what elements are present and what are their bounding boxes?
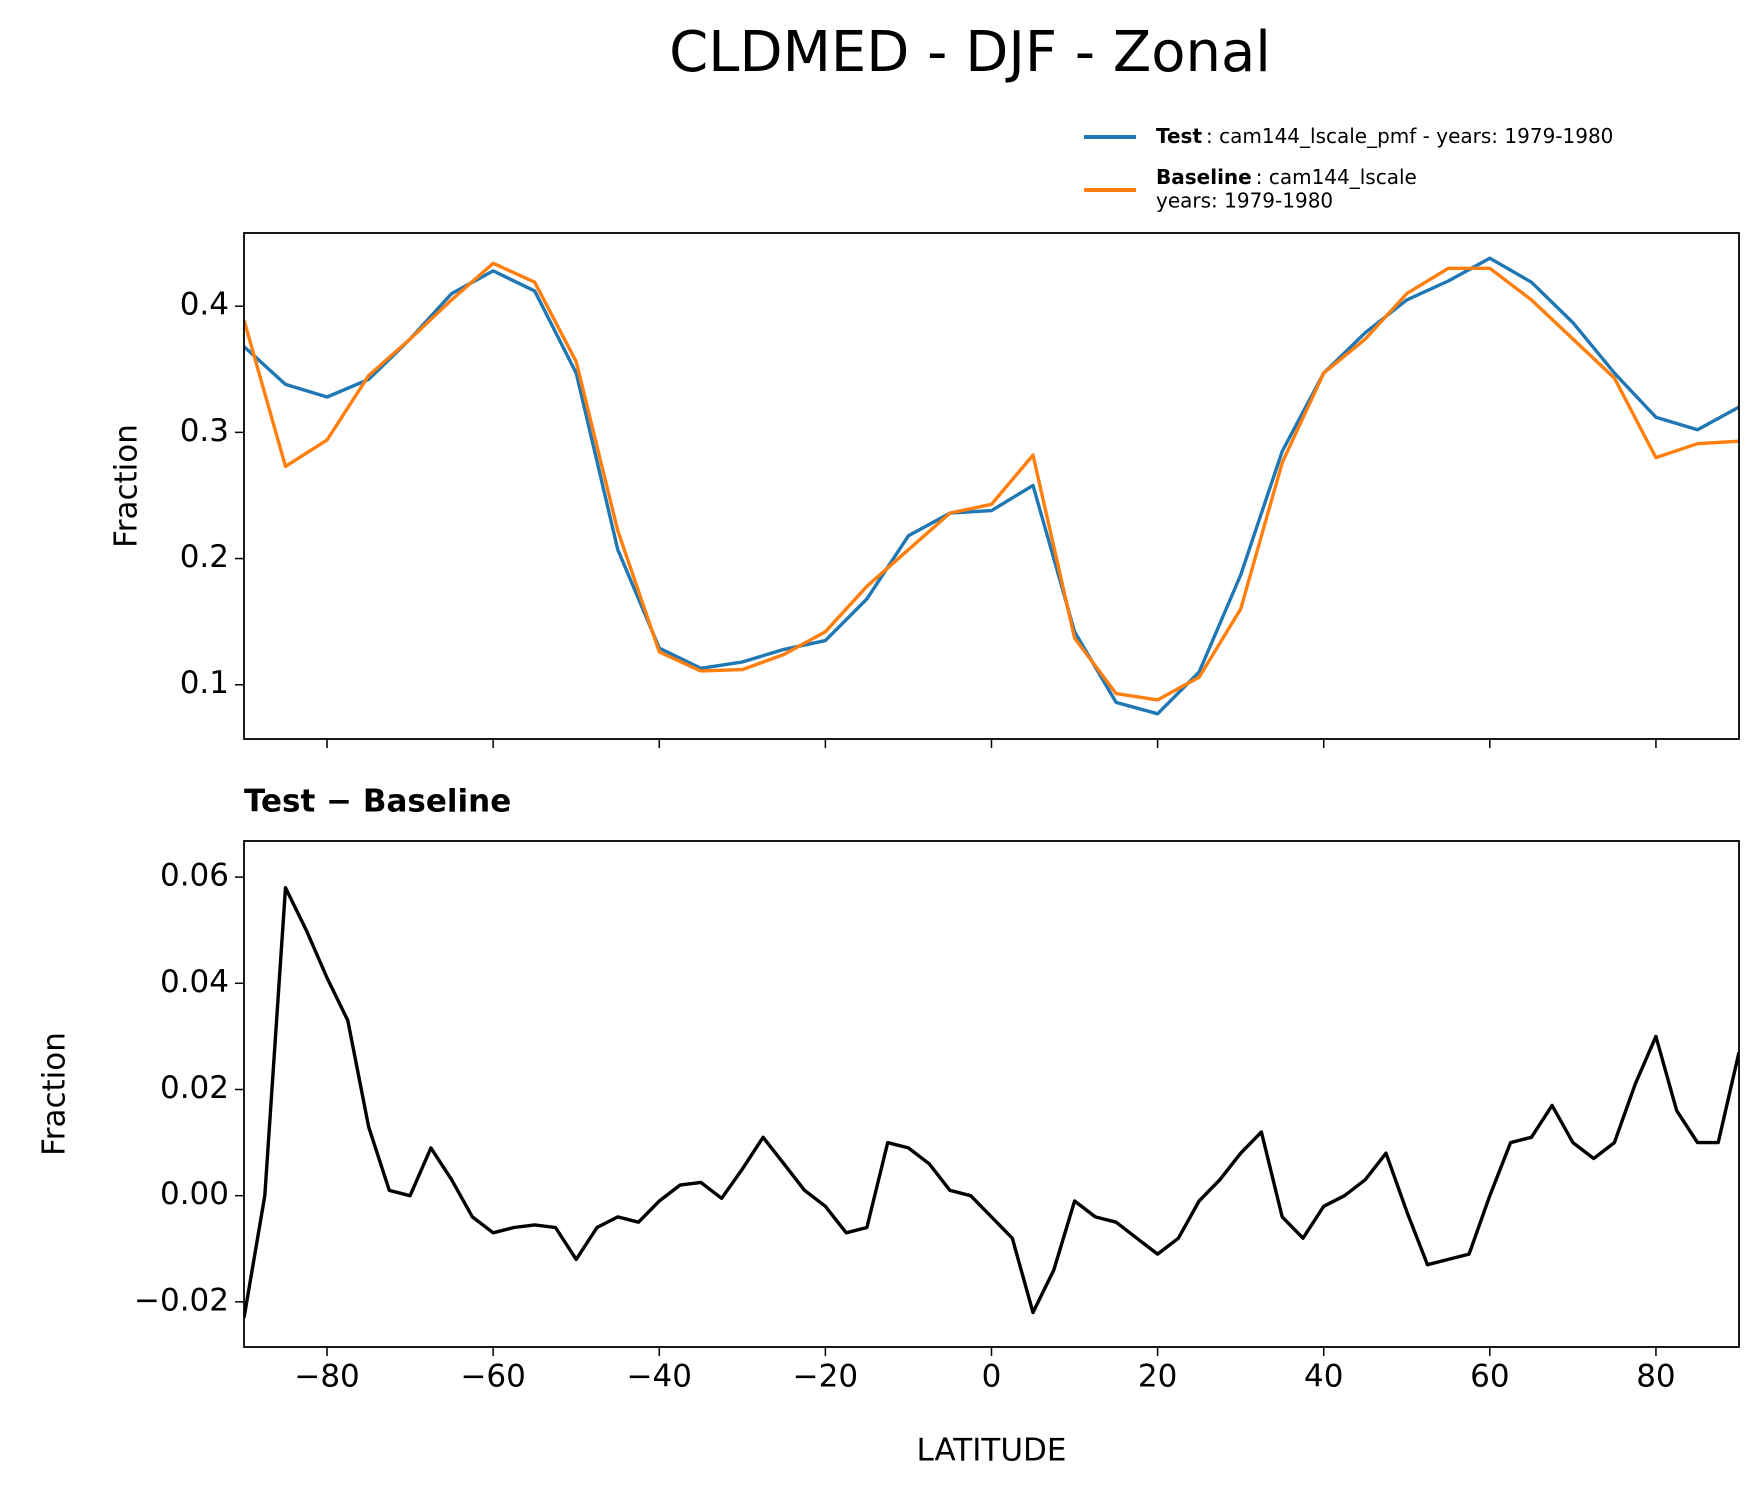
x-tick-label: −60: [460, 1359, 525, 1395]
x-tick-label: 0: [982, 1359, 1002, 1395]
series-line: [244, 261, 1739, 702]
x-tick-label: 60: [1470, 1359, 1509, 1395]
legend-label: Test: cam144_lscale_pmf - years: 1979-19…: [1156, 124, 1613, 148]
x-tick-label: 40: [1304, 1359, 1343, 1395]
legend-detail: : cam144_lscale_pmf - years: 1979-1980: [1206, 124, 1613, 148]
legend-name: Test: [1156, 124, 1202, 148]
axes-frame: [243, 232, 1740, 740]
y-tick-label: 0.04: [160, 964, 229, 1000]
y-tick-label: −0.02: [134, 1282, 229, 1318]
y-tick-label: 0.2: [180, 539, 229, 575]
x-tick-label: −40: [627, 1359, 692, 1395]
x-tick-label: −80: [294, 1359, 359, 1395]
y-tick-label: 0.1: [180, 665, 229, 701]
legend-detail: years: 1979-1980: [1156, 189, 1333, 213]
legend-detail: : cam144_lscale: [1256, 165, 1417, 189]
x-axis-label: LATITUDE: [917, 1433, 1067, 1469]
legend: Test: cam144_lscale_pmf - years: 1979-19…: [1084, 124, 1613, 213]
plot-area: [244, 256, 1739, 716]
x-tick-label: −20: [793, 1359, 858, 1395]
axes-title: Test − Baseline: [244, 784, 511, 820]
legend-name: Baseline: [1156, 165, 1252, 189]
y-axis-label: Fraction: [109, 424, 145, 548]
y-tick-label: 0.3: [180, 413, 229, 449]
series-line: [244, 886, 1739, 1319]
y-tick-label: 0.00: [160, 1176, 229, 1212]
legend-label: Baseline: cam144_lscale: [1156, 165, 1417, 189]
x-tick-label: 20: [1138, 1359, 1177, 1395]
plot-area: [244, 886, 1739, 1319]
y-tick-label: 0.02: [160, 1070, 229, 1106]
y-tick-label: 0.4: [180, 287, 229, 323]
figure-title: CLDMED - DJF - Zonal: [669, 20, 1271, 85]
series-line: [244, 256, 1739, 716]
x-tick-label: 80: [1636, 1359, 1675, 1395]
y-axis-label: Fraction: [37, 1032, 73, 1156]
axes-frame: [243, 840, 1740, 1348]
y-tick-label: 0.06: [160, 858, 229, 894]
